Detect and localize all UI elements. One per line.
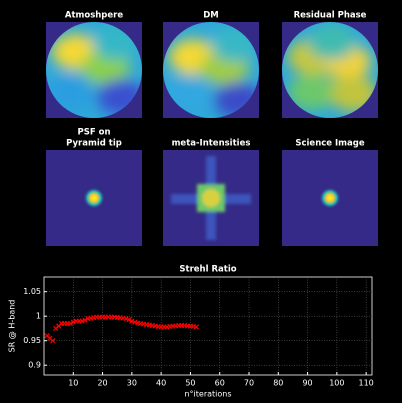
x-axis-label: n°iterations — [184, 390, 231, 399]
panel-title: Pyramid tip — [66, 139, 122, 149]
x-tick-label: 110 — [359, 379, 374, 388]
phase-blob — [308, 24, 356, 60]
x-tick-label: 30 — [127, 379, 137, 388]
marker — [50, 338, 56, 344]
chart-title: Strehl Ratio — [179, 265, 236, 275]
panel-title: meta-Intensities — [172, 139, 251, 149]
panel-title: PSF on — [77, 128, 110, 138]
x-tick-label: 80 — [273, 379, 283, 388]
marker — [67, 320, 73, 327]
psf-spot — [319, 187, 341, 209]
plot-area — [43, 276, 373, 376]
x-tick-label: 40 — [156, 379, 166, 388]
meta-intensity — [171, 156, 251, 240]
marker — [123, 316, 129, 322]
y-tick-label: 1.05 — [23, 287, 41, 296]
panel-title: Residual Phase — [294, 11, 367, 21]
x-tick-label: 60 — [215, 379, 225, 388]
x-tick-label: 10 — [68, 379, 78, 388]
y-tick-label: 0.9 — [28, 361, 41, 370]
marker — [82, 317, 88, 323]
marker — [70, 319, 76, 325]
marker — [193, 324, 199, 330]
phase-blob — [288, 74, 336, 110]
y-tick-label: 0.95 — [23, 336, 41, 345]
x-tick-label: 20 — [97, 379, 107, 388]
x-tick-label: 70 — [244, 379, 254, 388]
panel-title: Atmoshpere — [65, 11, 123, 21]
x-tick-label: 90 — [302, 379, 312, 388]
marker — [132, 319, 138, 325]
phase-map — [282, 22, 378, 118]
y-tick-label: 1 — [36, 312, 41, 321]
x-tick-label: 50 — [185, 379, 195, 388]
marker — [79, 318, 85, 324]
strehl-plot: Strehl Ratio 0.9 0.95 1 1.05 10 20 30 40 50 60 70 80… — [8, 265, 374, 399]
x-tick-label: 100 — [329, 379, 344, 388]
marker — [126, 317, 132, 323]
marker — [129, 318, 135, 324]
psf-spot — [83, 187, 105, 209]
panel-title: DM — [203, 11, 219, 21]
center-hot — [202, 189, 220, 207]
y-axis-label: SR @ H-band — [8, 300, 17, 353]
phase-map — [163, 22, 259, 118]
image-panels: Atmoshpere DM Residual Phase PSF onPyramid … — [46, 11, 378, 246]
panel-title: Science Image — [295, 139, 364, 149]
phase-blob — [47, 74, 95, 110]
